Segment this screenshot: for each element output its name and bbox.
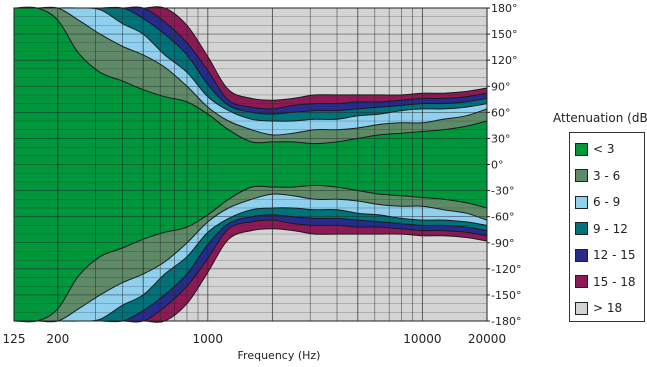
legend-swatch: [575, 195, 588, 209]
legend-item: 12 - 15: [575, 247, 636, 263]
y-tick-label: -30°: [491, 185, 514, 198]
legend-swatch: [575, 142, 588, 156]
legend-swatch: [575, 169, 588, 182]
y-tick-label: 30°: [491, 132, 511, 145]
x-tick-label: 1000: [193, 332, 224, 346]
x-tick-label: 125: [3, 332, 26, 346]
legend-label: 3 - 6: [593, 168, 621, 183]
y-tick-label: 0°: [491, 159, 504, 172]
y-tick-label: 90°: [491, 80, 511, 93]
legend-item: 15 - 18: [575, 274, 636, 290]
legend-label: < 3: [593, 142, 615, 156]
legend-swatch: [575, 248, 588, 262]
legend-item: > 18: [575, 300, 622, 316]
legend-swatch: [575, 222, 588, 235]
y-tick-labels: 180° 150° 120° 90° 60° 30° 0° -30° -60° -90° -120°…: [487, 2, 521, 328]
x-tick-label: 10000: [403, 332, 441, 346]
legend-item: 3 - 6: [575, 168, 620, 184]
x-tick-label: 20000: [468, 332, 506, 346]
y-tick-label: -120°: [491, 263, 521, 276]
y-tick-label: 120°: [491, 54, 518, 67]
x-tick-labels: 125 200 1000 10000 20000: [3, 332, 507, 346]
grid-lines: [14, 7, 487, 322]
legend-label: 9 - 12: [593, 221, 628, 236]
y-tick-label: -150°: [491, 289, 521, 302]
y-tick-label: -180°: [491, 315, 521, 328]
legend-title: Attenuation (dB): [553, 111, 647, 125]
y-tick-label: 180°: [491, 2, 518, 15]
y-tick-label: 60°: [491, 106, 511, 119]
legend-swatch: [575, 275, 588, 288]
legend-swatch: [575, 301, 588, 315]
x-axis-label: Frequency (Hz): [238, 349, 321, 362]
x-tick-label: 200: [46, 332, 69, 346]
legend-label: > 18: [593, 301, 623, 315]
legend-label: 12 - 15: [593, 248, 636, 262]
legend-item: < 3: [575, 141, 615, 157]
y-tick-label: -60°: [491, 211, 514, 224]
legend-item: 6 - 9: [575, 194, 620, 210]
y-tick-label: 150°: [491, 28, 518, 41]
legend: < 3 3 - 6 6 - 9 9 - 12 12 - 15 15 - 18 > 18: [569, 132, 645, 322]
legend-label: 6 - 9: [593, 195, 621, 209]
legend-item: 9 - 12: [575, 221, 628, 237]
legend-label: 15 - 18: [593, 274, 636, 289]
y-tick-label: -90°: [491, 237, 514, 250]
